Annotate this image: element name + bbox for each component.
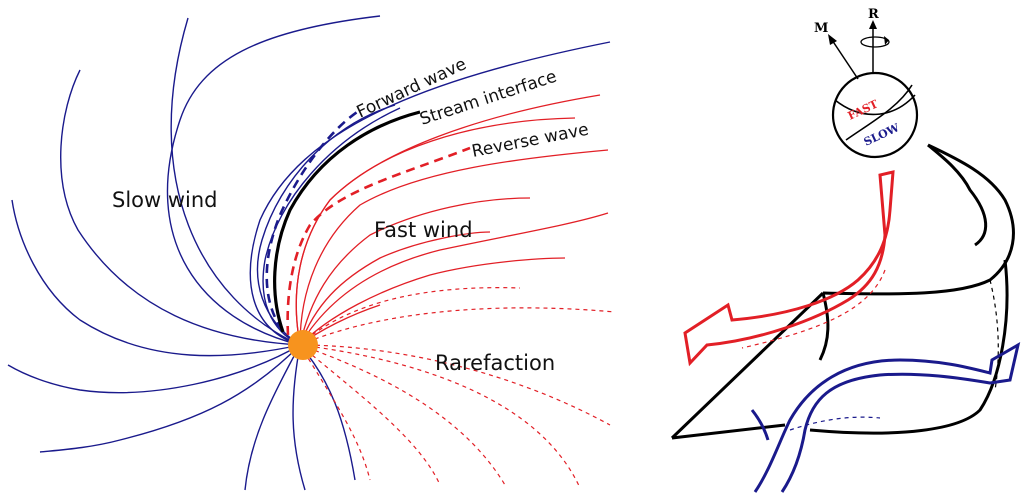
sun-icon [288, 330, 318, 360]
label-rarefaction: Rarefaction [435, 351, 555, 375]
stream-interface-line [273, 110, 421, 333]
rarefaction-field-lines [299, 287, 616, 489]
interface-hidden-edge [989, 279, 999, 391]
rotating-sun-sphere: FAST SLOW [831, 71, 919, 159]
forward-wave-line [265, 108, 361, 331]
slow-wind-field-lines [7, 15, 611, 491]
label-fast-wind: Fast wind [374, 218, 473, 242]
rotation-axis-arrow: R [860, 7, 890, 73]
interface-ribbon [670, 143, 1015, 440]
fast-stream-arrow [683, 170, 895, 367]
right-panel-3d-sketch: FAST SLOW M R [670, 7, 1021, 493]
fast-stream-hidden-edge [741, 269, 886, 349]
label-magnetic-axis: M [814, 21, 828, 36]
label-rotation-axis: R [868, 7, 879, 22]
fast-wind-field-lines [295, 94, 609, 346]
label-slow-wind: Slow wind [112, 188, 218, 212]
left-panel-spiral: Forward wave Stream interface Reverse wa… [7, 15, 616, 491]
magnetic-axis-arrow: M [814, 21, 859, 80]
slow-stream-hidden-edge [789, 416, 881, 431]
slow-stream-arrow [750, 341, 1021, 493]
